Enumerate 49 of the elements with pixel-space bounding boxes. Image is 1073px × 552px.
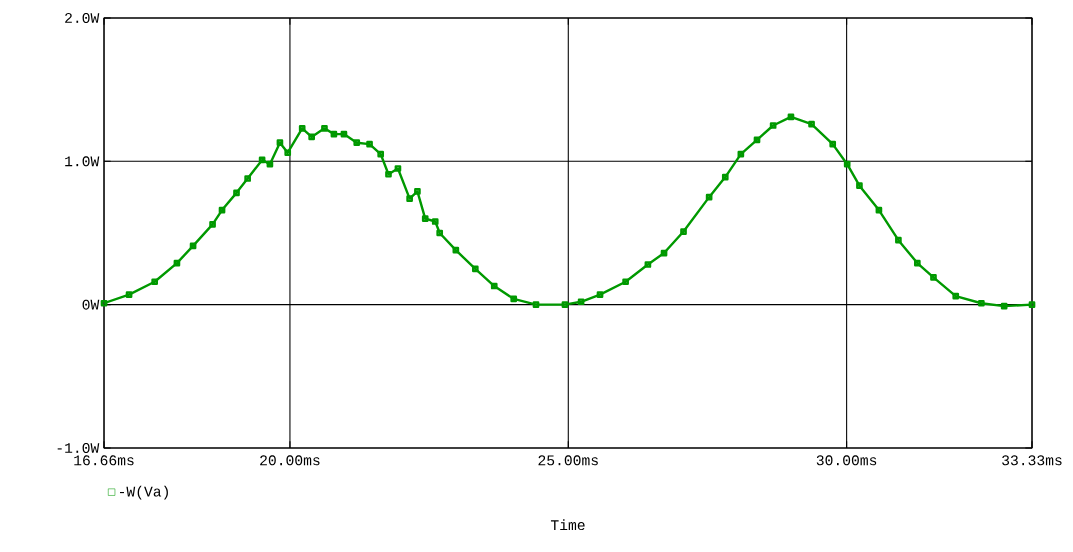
x-tick-label: 20.00ms xyxy=(260,455,320,466)
point xyxy=(421,215,429,222)
point xyxy=(680,228,687,235)
point xyxy=(914,259,921,267)
point xyxy=(308,133,315,141)
point xyxy=(471,265,479,273)
x-tick-label: 30.00ms xyxy=(816,455,877,466)
point xyxy=(385,170,392,178)
point xyxy=(769,122,777,129)
point xyxy=(622,278,629,286)
point xyxy=(276,139,284,147)
point xyxy=(284,149,292,157)
point xyxy=(151,278,158,286)
point xyxy=(298,125,306,132)
x-axis-title: Time xyxy=(550,519,585,531)
point xyxy=(829,140,837,148)
point xyxy=(532,301,540,308)
point xyxy=(596,291,604,298)
point xyxy=(244,175,251,182)
point xyxy=(644,261,652,268)
point xyxy=(431,218,439,225)
point xyxy=(353,139,361,147)
point xyxy=(321,125,328,132)
point xyxy=(808,120,815,128)
y-tick-label: 2.0W xyxy=(65,13,100,23)
point xyxy=(856,182,863,190)
point xyxy=(561,301,569,308)
point xyxy=(394,165,402,172)
point xyxy=(978,299,985,307)
legend-label: -W(Va) xyxy=(120,485,168,500)
point xyxy=(209,221,216,228)
point xyxy=(414,188,421,195)
point xyxy=(930,274,937,281)
point xyxy=(366,140,373,148)
point xyxy=(843,160,851,168)
point xyxy=(233,189,240,197)
point xyxy=(125,291,133,298)
point xyxy=(377,150,385,158)
point xyxy=(952,292,960,300)
x-tick-label: 33.33ms xyxy=(1002,455,1062,466)
y-tick-label: 1.0W xyxy=(65,156,100,167)
point xyxy=(436,229,444,237)
point xyxy=(895,236,902,244)
x-tick-label: 16.66ms xyxy=(74,455,134,466)
point xyxy=(406,195,413,202)
point xyxy=(510,295,518,303)
x-tick-label: 25.00ms xyxy=(538,455,598,466)
y-tick-label: -1.0W xyxy=(57,443,100,453)
y-tick-label: 0W xyxy=(82,299,100,310)
